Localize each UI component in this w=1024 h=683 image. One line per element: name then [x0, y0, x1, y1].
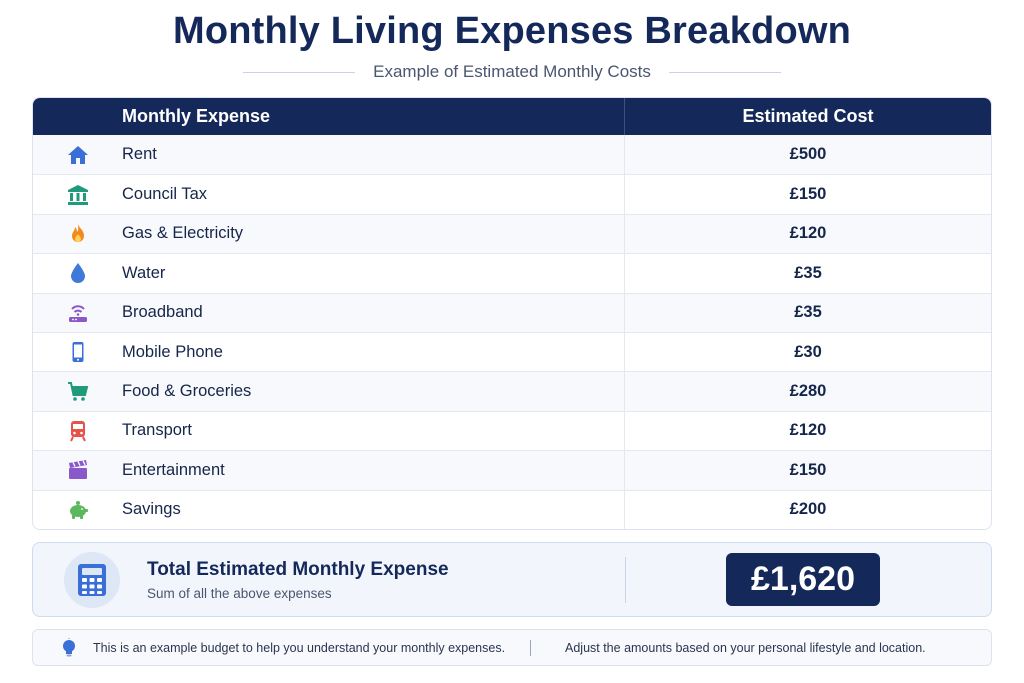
expense-cost: £150 — [789, 460, 827, 479]
expense-cell: Council Tax — [33, 175, 625, 214]
expense-cost: £280 — [789, 382, 827, 401]
expense-cell: Gas & Electricity — [33, 214, 625, 254]
table-row: Food & Groceries £280 — [33, 371, 991, 411]
calculator-icon — [64, 552, 120, 608]
expense-cell: Transport — [33, 411, 625, 451]
expense-cost: £200 — [789, 500, 827, 519]
expense-cell: Broadband — [33, 293, 625, 332]
expense-cell: Food & Groceries — [33, 372, 625, 411]
expense-name: Savings — [122, 500, 181, 519]
total-panel: Total Estimated Monthly Expense Sum of a… — [32, 542, 992, 617]
note-divider — [530, 640, 531, 656]
total-title: Total Estimated Monthly Expense — [147, 559, 449, 580]
table-body: Rent £500 Council Tax £150 Gas & Electricity… — [33, 135, 991, 529]
expense-cell: Entertainment — [33, 451, 625, 490]
expense-cost: £500 — [789, 145, 827, 164]
expense-table: Monthly Expense Estimated Cost Rent £500 C… — [32, 97, 992, 530]
table-row: Gas & Electricity £120 — [33, 213, 991, 254]
table-row: Broadband £35 — [33, 292, 991, 332]
expense-cost: £35 — [794, 263, 822, 282]
total-amount-badge: £1,620 — [726, 553, 880, 606]
table-row: Rent £500 — [33, 135, 991, 175]
flame-icon — [33, 222, 122, 246]
expense-cost: £30 — [794, 342, 822, 361]
expense-cell: Rent — [33, 135, 625, 175]
column-header-cost: Estimated Cost — [742, 106, 874, 126]
table-row: Council Tax £150 — [33, 174, 991, 214]
page-title: Monthly Living Expenses Breakdown — [172, 10, 852, 52]
expense-name: Council Tax — [122, 185, 207, 204]
mobile-phone-icon — [33, 340, 122, 364]
expense-cell: Mobile Phone — [33, 332, 625, 372]
page-subtitle: Example of Estimated Monthly Costs — [373, 62, 651, 81]
table-header: Monthly Expense Estimated Cost — [33, 98, 991, 135]
subtitle-divider-right — [668, 71, 781, 73]
info-note: This is an example budget to help you un… — [32, 629, 992, 666]
table-row: Transport £120 — [33, 410, 991, 451]
expense-name: Rent — [122, 145, 157, 164]
expense-cost: £120 — [789, 224, 827, 243]
total-subtitle: Sum of all the above expenses — [147, 586, 332, 601]
table-row: Savings £200 — [33, 489, 991, 529]
lightbulb-icon — [63, 638, 75, 657]
total-divider — [625, 557, 626, 603]
note-text-left: This is an example budget to help you un… — [93, 641, 506, 655]
expense-name: Water — [122, 263, 166, 282]
bank-building-icon — [33, 183, 122, 207]
house-icon — [33, 143, 122, 167]
expense-name: Broadband — [122, 303, 203, 322]
expense-cell: Savings — [33, 490, 625, 529]
expense-name: Transport — [122, 421, 192, 440]
expense-cost: £120 — [789, 421, 827, 440]
column-header-expense: Monthly Expense — [33, 98, 625, 135]
subtitle-divider-left — [243, 71, 356, 73]
wifi-router-icon — [33, 301, 122, 325]
expense-name: Entertainment — [122, 460, 225, 479]
table-row: Mobile Phone £30 — [33, 331, 991, 372]
subtitle-row: Example of Estimated Monthly Costs — [0, 60, 1024, 84]
expense-name: Mobile Phone — [122, 342, 223, 361]
expense-name: Food & Groceries — [122, 382, 252, 401]
expense-cost: £150 — [789, 185, 827, 204]
water-drop-icon — [33, 261, 122, 285]
clapperboard-icon — [33, 458, 122, 482]
table-row: Entertainment £150 — [33, 450, 991, 490]
expense-name: Gas & Electricity — [122, 224, 244, 243]
expense-cell: Water — [33, 254, 625, 293]
table-row: Water £35 — [33, 253, 991, 293]
train-icon — [33, 419, 122, 443]
note-text-right: Adjust the amounts based on your persona… — [565, 641, 926, 655]
piggy-bank-icon — [33, 498, 122, 522]
expense-cost: £35 — [794, 303, 822, 322]
shopping-cart-icon — [33, 380, 122, 404]
